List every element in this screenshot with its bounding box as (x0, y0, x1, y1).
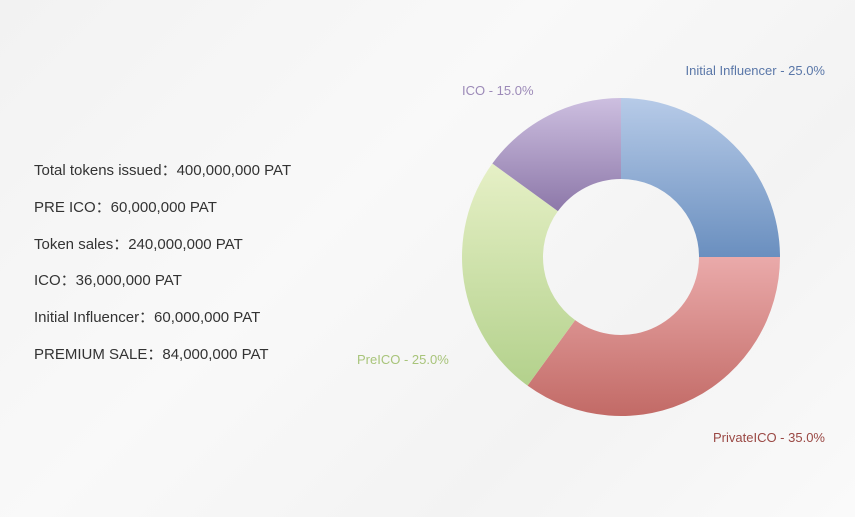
info-total-tokens: Total tokens issued：400,000,000 PAT (34, 162, 292, 179)
info-pre-ico: PRE ICO：60,000,000 PAT (34, 198, 217, 216)
info-token-sales: Token sales：240,000,000 PAT (34, 235, 243, 253)
info-initial-influencer: Initial Influencer：60,000,000 PAT (34, 309, 261, 327)
slice-initial-influencer (621, 98, 780, 257)
info-ico: ICO：36,000,000 PAT (34, 272, 182, 290)
slice-privateico (527, 257, 780, 416)
label-preico: PreICO - 25.0% (357, 352, 449, 367)
label-initial-influencer: Initial Influencer - 25.0% (686, 63, 826, 78)
label-privateico: PrivateICO - 35.0% (713, 430, 825, 445)
info-premium-sale: PREMIUM SALE：84,000,000 PAT (34, 345, 269, 363)
slice-preico (462, 163, 576, 386)
label-ico: ICO - 15.0% (462, 83, 534, 98)
token-info-list: Total tokens issued：400,000,000 PAT PRE … (34, 161, 291, 382)
slice-ico (492, 98, 621, 212)
